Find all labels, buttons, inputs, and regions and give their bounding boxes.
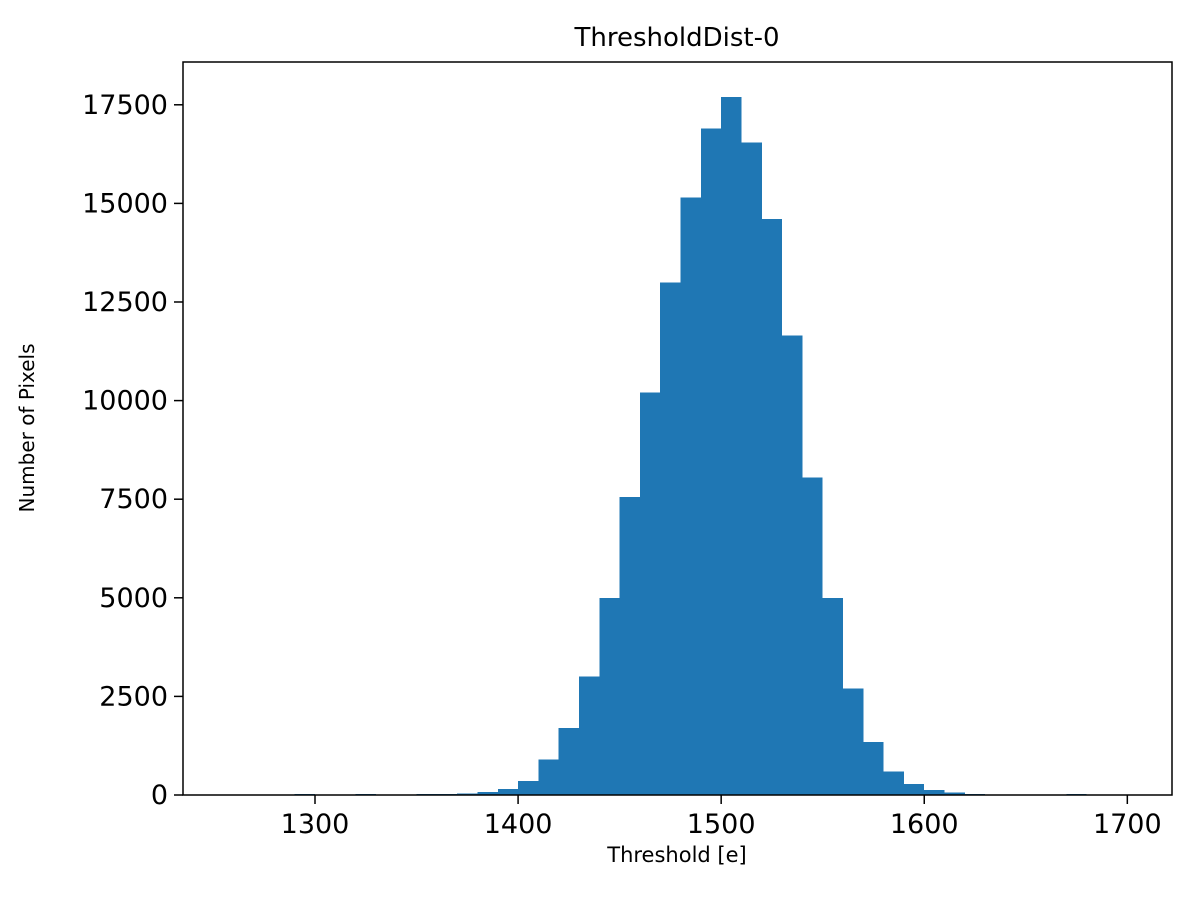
y-tick-label: 0 bbox=[151, 780, 168, 811]
x-tick-label: 1400 bbox=[484, 809, 553, 840]
x-tick-label: 1600 bbox=[890, 809, 959, 840]
histogram-bar bbox=[660, 282, 681, 795]
y-tick-label: 15000 bbox=[82, 188, 168, 219]
histogram-bar bbox=[579, 676, 600, 795]
histogram-bar bbox=[822, 597, 844, 795]
y-tick-label: 17500 bbox=[82, 90, 168, 121]
histogram-bar bbox=[843, 688, 864, 795]
y-axis-label: Number of Pixels bbox=[15, 343, 39, 512]
x-tick-label: 1500 bbox=[687, 809, 756, 840]
histogram-bar bbox=[761, 219, 783, 796]
x-axis-label: Threshold [e] bbox=[606, 843, 746, 867]
histogram-bar bbox=[721, 96, 742, 795]
histogram-bar bbox=[944, 792, 965, 795]
histogram-bar bbox=[599, 597, 620, 795]
histogram-bar bbox=[477, 791, 498, 795]
y-tick-label: 7500 bbox=[99, 484, 168, 515]
histogram-bars bbox=[274, 96, 1148, 796]
y-tick-label: 2500 bbox=[99, 681, 168, 712]
histogram-bar bbox=[518, 781, 539, 795]
histogram-bar bbox=[883, 771, 904, 795]
histogram-bar bbox=[863, 741, 884, 795]
y-tick-label: 12500 bbox=[82, 287, 168, 318]
histogram-bar bbox=[782, 335, 803, 795]
histogram-bar bbox=[639, 392, 661, 795]
histogram-bar bbox=[700, 128, 722, 795]
histogram-bar bbox=[457, 793, 478, 795]
chart-title: ThresholdDist-0 bbox=[573, 23, 779, 53]
x-tick-label: 1300 bbox=[281, 809, 350, 840]
histogram-bar bbox=[558, 727, 580, 795]
y-tick-label: 10000 bbox=[82, 386, 168, 417]
histogram-bar bbox=[903, 783, 925, 795]
histogram-bar bbox=[741, 142, 762, 795]
histogram-bar bbox=[619, 497, 640, 795]
histogram-bar bbox=[802, 477, 823, 795]
y-axis-ticks: 0 2500 5000 7500 10000 12500 15000 17500 bbox=[82, 90, 183, 811]
y-tick-label: 5000 bbox=[99, 583, 168, 614]
x-tick-label: 1700 bbox=[1093, 809, 1162, 840]
histogram-bar bbox=[680, 197, 701, 796]
histogram-bar bbox=[924, 789, 945, 795]
x-axis-ticks: 1300 1400 1500 1600 1700 bbox=[281, 795, 1162, 840]
plot-border bbox=[182, 61, 1173, 796]
histogram-bar bbox=[538, 759, 559, 795]
histogram-bar bbox=[497, 789, 519, 795]
